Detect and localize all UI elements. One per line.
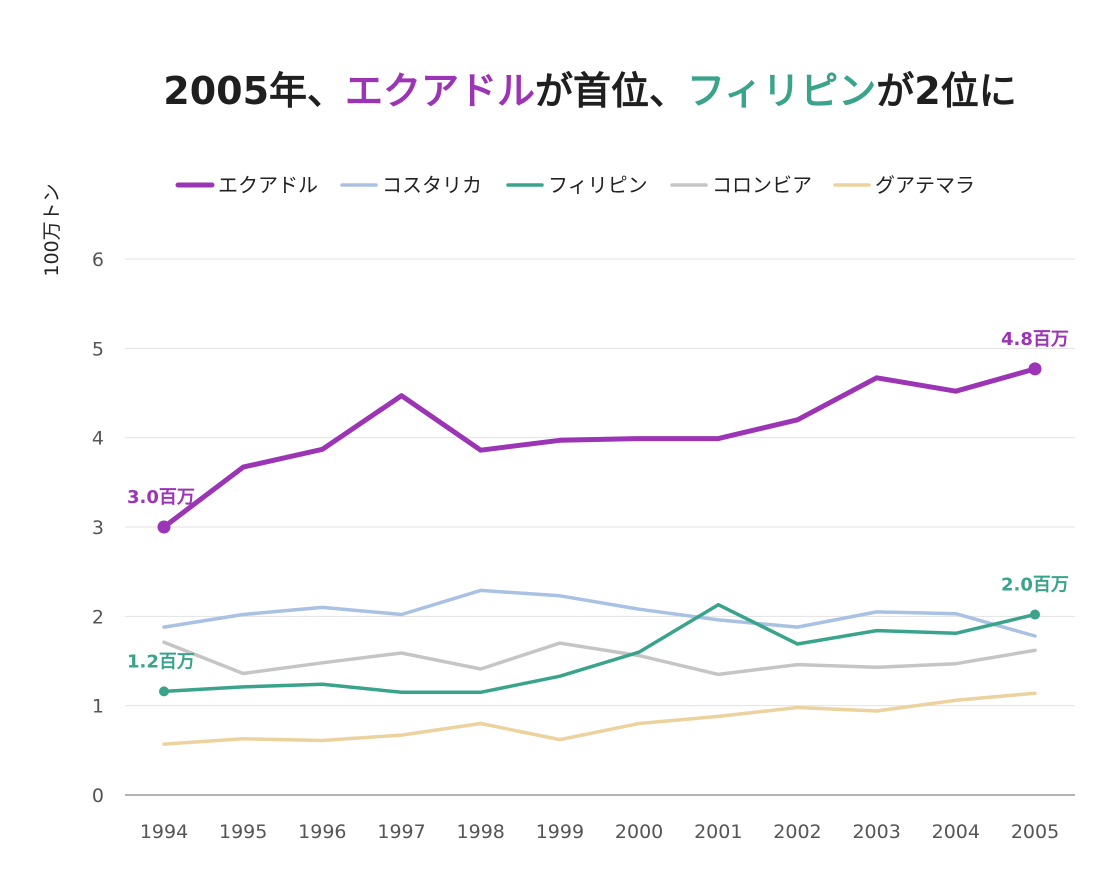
legend-label: コスタリカ (382, 173, 482, 197)
series-line (162, 588, 1037, 638)
chart-title: 2005年、エクアドルが首位、フィリピンが2位に (163, 69, 1017, 113)
data-label: 1.2百万 (127, 651, 195, 672)
x-tick-label: 2004 (932, 821, 980, 843)
series-line (162, 640, 1037, 677)
title-part: 2005年、 (163, 69, 345, 113)
x-tick-label: 1997 (377, 821, 425, 843)
series-line (161, 366, 1038, 530)
x-tick-label: 2001 (694, 821, 742, 843)
x-tick-label: 1998 (457, 821, 505, 843)
series-line (162, 602, 1037, 695)
series-line (162, 691, 1037, 746)
x-ticks: 1994 1995 1996 1997 1998 1999 2000 2001 2002 2003… (140, 821, 1059, 843)
title-part: が首位、 (535, 69, 687, 113)
grid (125, 258, 1075, 796)
y-tick-label: 2 (92, 606, 104, 628)
data-point (157, 520, 171, 534)
x-tick-label: 1994 (140, 821, 188, 843)
x-tick-label: 2003 (852, 821, 900, 843)
y-tick-label: 6 (92, 249, 104, 271)
y-axis-label: 100万トン (41, 183, 63, 276)
y-tick-label: 1 (92, 696, 104, 718)
data-point (159, 686, 169, 697)
legend-label: コロンビア (712, 173, 812, 197)
x-tick-label: 1995 (219, 821, 267, 843)
y-tick-label: 5 (92, 338, 104, 360)
y-tick-label: 4 (92, 428, 104, 450)
x-tick-label: 1996 (298, 821, 346, 843)
legend-label: グアテマラ (875, 173, 975, 197)
y-ticks: 0 1 2 3 4 5 6 (92, 249, 104, 807)
data-label: 4.8百万 (1001, 329, 1069, 350)
x-tick-label: 2005 (1011, 821, 1059, 843)
legend: エクアドル コスタリカ フィリピン コロンビア グアテマラ (175, 173, 975, 197)
title-part: フィリピン (687, 69, 876, 113)
data-point (1030, 609, 1040, 620)
data-label: 3.0百万 (127, 487, 195, 508)
data-label: 2.0百万 (1001, 575, 1069, 596)
legend-label: フィリピン (548, 173, 648, 197)
x-tick-label: 2002 (773, 821, 821, 843)
y-tick-label: 0 (92, 785, 104, 807)
series-group (161, 366, 1038, 746)
y-tick-label: 3 (92, 517, 104, 539)
legend-label: エクアドル (218, 173, 318, 197)
data-point (1028, 362, 1042, 376)
x-tick-label: 1999 (536, 821, 584, 843)
title-part: エクアドル (345, 69, 535, 113)
title-part: が2位に (876, 69, 1016, 113)
annotations: 3.0百万 4.8百万 1.2百万 2.0百万 (127, 329, 1069, 697)
x-tick-label: 2000 (615, 821, 663, 843)
